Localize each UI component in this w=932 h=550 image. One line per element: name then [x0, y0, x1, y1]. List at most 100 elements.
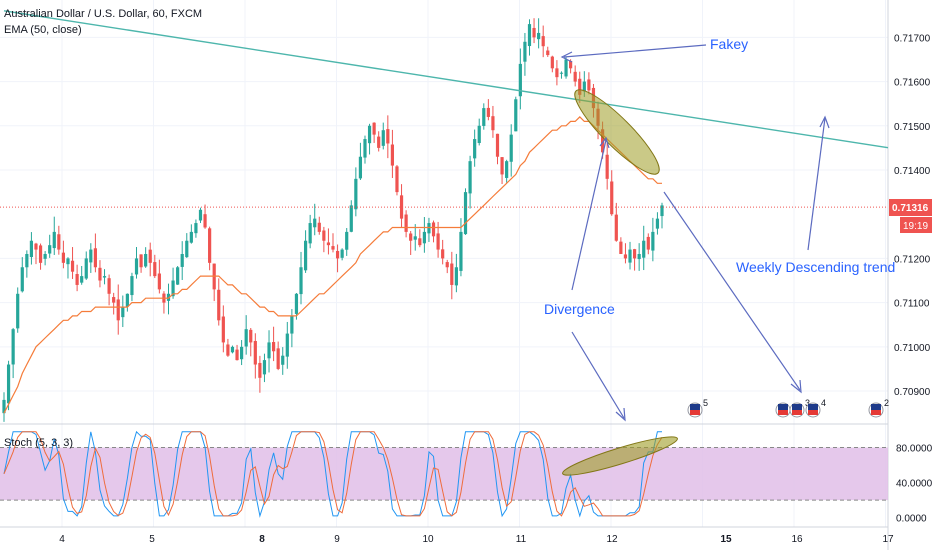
candle-body: [514, 99, 518, 132]
date-label: 11: [516, 534, 527, 545]
current-price-label: 0.71316: [892, 203, 929, 214]
candle-body: [395, 166, 399, 193]
price-tick-label: 0.71500: [894, 122, 931, 133]
flag-stripes: [792, 410, 802, 415]
divergence-arrow-up[interactable]: [571, 139, 607, 291]
candle-body: [354, 178, 358, 210]
candle-body: [20, 267, 24, 292]
candle-body: [564, 59, 568, 77]
candle-body: [477, 125, 481, 144]
fakey-label[interactable]: Fakey: [710, 36, 748, 52]
candle-body: [582, 81, 586, 92]
projection-arrowhead: [790, 379, 802, 394]
date-label: 8: [259, 534, 265, 545]
event-flag[interactable]: 3: [789, 398, 810, 418]
fakey-arrow[interactable]: [563, 44, 707, 58]
candle-body: [235, 349, 239, 361]
candle-body: [285, 333, 289, 357]
stoch-ellipse[interactable]: [560, 431, 679, 481]
ema-line: [3, 116, 662, 414]
candle-body: [148, 249, 152, 263]
candle-body: [244, 329, 248, 347]
candle-body: [66, 258, 70, 265]
candle-body: [523, 41, 527, 62]
flag-canton: [871, 404, 881, 410]
candle-body: [6, 364, 11, 404]
candle-body: [518, 63, 522, 97]
countdown-badge: [900, 217, 932, 233]
candle-body: [381, 130, 385, 146]
flag-stripes: [690, 410, 700, 415]
date-label: 5: [149, 534, 155, 545]
candle-body: [294, 293, 299, 314]
candle-body: [495, 133, 500, 157]
descending-trendline[interactable]: [3, 10, 889, 149]
candle-body: [326, 242, 331, 246]
candle-body: [655, 218, 660, 229]
stoch-legend[interactable]: Stoch (5, 3, 3): [4, 437, 74, 449]
candle-body: [660, 205, 664, 217]
event-count: 5: [703, 398, 708, 408]
divergence-label[interactable]: Divergence: [544, 301, 615, 317]
candle-body: [89, 249, 93, 263]
candle-body: [317, 222, 321, 232]
candle-body: [605, 154, 609, 179]
candle-body: [614, 214, 618, 241]
price-tick-label: 0.71100: [894, 299, 930, 310]
date-label: 17: [882, 534, 894, 545]
candle-body: [144, 254, 148, 267]
candle-body: [11, 329, 15, 365]
flag-canton: [792, 404, 802, 410]
candle-body: [505, 161, 509, 178]
stoch-tick-label: 40.0000: [896, 479, 932, 490]
candle-body: [482, 108, 486, 126]
date-label: 4: [59, 534, 65, 545]
candle-body: [121, 307, 125, 318]
candle-body: [537, 32, 541, 40]
date-label: 15: [720, 534, 732, 545]
candle-body: [335, 250, 340, 259]
stoch-lines: [3, 430, 663, 518]
candle-body: [642, 240, 646, 258]
flag-stripes: [808, 410, 818, 415]
candle-body: [468, 161, 472, 194]
current-price-badge: [889, 199, 932, 216]
candle-body: [48, 245, 52, 254]
price-tick-label: 0.71600: [894, 78, 931, 89]
event-flags[interactable]: 5 3 4 2: [687, 398, 889, 418]
candle-body: [43, 254, 47, 259]
ema-legend[interactable]: EMA (50, close): [4, 24, 82, 36]
divergence-arrow-down[interactable]: [571, 331, 625, 419]
date-label: 16: [791, 534, 803, 545]
flag-canton: [808, 404, 818, 410]
candle-body: [52, 231, 56, 249]
candle-body: [555, 68, 559, 78]
candle-body: [587, 79, 591, 91]
weekly-arrow-up[interactable]: [807, 117, 826, 251]
event-flag[interactable]: 2: [868, 398, 889, 418]
candle-body: [166, 293, 171, 301]
price-tick-label: 0.70900: [894, 387, 931, 398]
candle-body: [399, 195, 404, 219]
event-flag[interactable]: [775, 402, 791, 418]
candle-body: [116, 299, 120, 321]
candle-body: [463, 192, 468, 235]
candle-body: [176, 267, 180, 285]
candle-body: [349, 205, 353, 232]
candle-body: [331, 246, 335, 250]
projection-arrow[interactable]: [663, 191, 801, 391]
flag-stripes: [871, 410, 881, 415]
candle-body: [445, 262, 449, 268]
candle-body: [208, 228, 212, 263]
candle-body: [541, 36, 545, 47]
candle-body: [107, 278, 111, 294]
candle-body: [367, 125, 372, 144]
symbol-legend[interactable]: Australian Dollar / U.S. Dollar, 60, FXC…: [4, 8, 203, 20]
date-label: 12: [606, 534, 618, 545]
candle-body: [185, 240, 189, 258]
event-flag[interactable]: 5: [687, 398, 708, 418]
weekly-trend-label[interactable]: Weekly Descending trend: [736, 259, 895, 275]
event-flag[interactable]: 4: [805, 398, 826, 418]
divergence-arrowhead-down: [615, 407, 626, 422]
